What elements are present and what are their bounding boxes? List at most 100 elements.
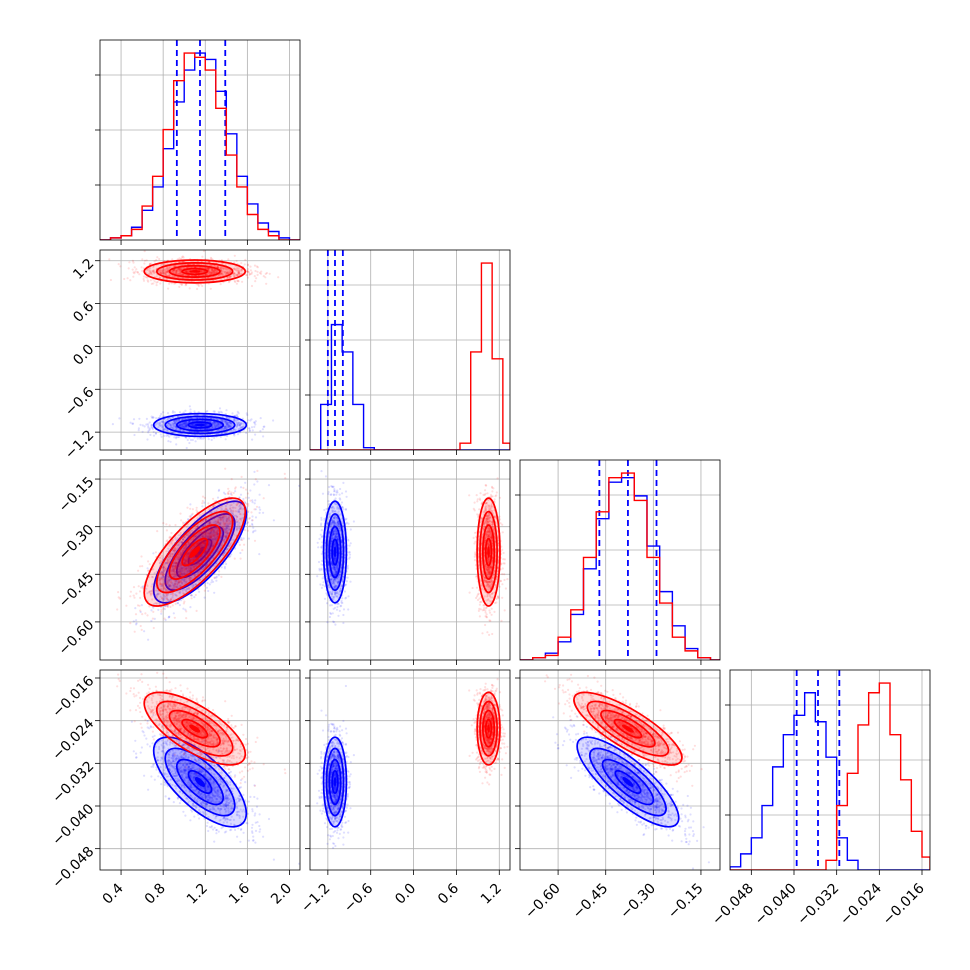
scatter-point <box>156 256 159 259</box>
scatter-point <box>236 423 239 427</box>
scatter-point <box>150 609 153 612</box>
scatter-point <box>236 410 239 413</box>
scatter-point <box>175 270 178 273</box>
scatter-point <box>173 436 176 439</box>
scatter-point <box>153 280 156 283</box>
scatter-point <box>210 427 213 430</box>
scatter-point <box>213 423 216 426</box>
scatter-point <box>182 423 185 426</box>
scatter-point <box>246 263 249 266</box>
scatter-point <box>140 555 143 558</box>
scatter-point <box>207 438 210 441</box>
scatter-point <box>211 269 214 272</box>
scatter-point <box>236 273 239 276</box>
scatter-point <box>213 421 216 424</box>
scatter-point <box>227 423 231 427</box>
scatter-point <box>152 610 155 614</box>
scatter-point <box>259 417 262 420</box>
scatter-point <box>205 267 208 270</box>
scatter-point <box>152 270 155 274</box>
scatter-point <box>158 422 161 425</box>
scatter-point <box>183 426 186 429</box>
scatter-point <box>147 426 150 429</box>
scatter-point <box>227 258 230 261</box>
scatter-point <box>226 271 229 274</box>
scatter-point <box>214 424 217 427</box>
scatter-point <box>232 418 235 421</box>
scatter-point <box>149 279 152 282</box>
scatter-point <box>190 594 193 597</box>
scatter-point <box>187 427 190 430</box>
scatter-point <box>209 256 212 259</box>
scatter-point <box>238 424 242 427</box>
scatter-point <box>162 522 165 525</box>
scatter-point <box>217 424 220 427</box>
scatter-point <box>178 257 181 260</box>
scatter-point <box>174 422 177 425</box>
scatter-point <box>229 275 232 278</box>
scatter-point <box>232 430 235 433</box>
scatter-point <box>235 267 238 270</box>
scatter-point <box>178 429 181 432</box>
scatter-point <box>221 271 224 274</box>
scatter-point <box>258 506 261 509</box>
scatter-point <box>213 417 216 420</box>
scatter-point <box>131 422 135 425</box>
scatter-point <box>237 412 240 415</box>
scatter-point <box>228 276 231 279</box>
scatter-point <box>228 424 231 427</box>
scatter-point <box>249 499 252 502</box>
scatter-point <box>212 417 216 420</box>
scatter-point <box>186 438 189 442</box>
scatter-point <box>240 422 243 425</box>
scatter-point <box>241 426 244 429</box>
scatter-point <box>179 423 183 426</box>
scatter-point <box>179 267 182 271</box>
scatter-point <box>178 264 181 267</box>
scatter-point <box>238 272 241 275</box>
scatter-point <box>246 276 250 279</box>
scatter-point <box>181 424 184 427</box>
scatter-point <box>196 287 199 291</box>
scatter-point <box>227 416 230 419</box>
scatter-point <box>220 428 223 432</box>
scatter-point <box>150 415 153 418</box>
scatter-point <box>148 270 151 273</box>
scatter-point <box>223 270 226 273</box>
scatter-point <box>178 271 182 275</box>
scatter-point <box>161 269 164 273</box>
scatter-point <box>175 269 179 272</box>
scatter-point <box>201 495 205 498</box>
scatter-point <box>185 270 188 273</box>
scatter-point <box>171 258 174 261</box>
scatter-point <box>233 434 236 437</box>
scatter-point <box>185 422 188 425</box>
scatter-point <box>184 421 187 424</box>
scatter-point <box>179 269 182 272</box>
scatter-point <box>235 415 239 418</box>
scatter-point <box>168 435 171 438</box>
scatter-point <box>256 273 259 276</box>
scatter-point <box>151 426 154 430</box>
scatter-point <box>260 270 263 273</box>
scatter-point <box>236 425 239 428</box>
scatter-point <box>216 266 219 269</box>
scatter-point <box>180 425 183 428</box>
scatter-point <box>209 271 212 275</box>
scatter-point <box>218 570 221 573</box>
scatter-point <box>164 269 167 272</box>
scatter-point <box>160 435 163 438</box>
scatter-point <box>180 424 183 427</box>
scatter-point <box>214 421 217 425</box>
scatter-point <box>162 268 165 271</box>
scatter-point <box>237 272 240 275</box>
scatter-point <box>138 417 141 420</box>
scatter-point <box>251 519 254 522</box>
scatter-point <box>210 257 213 260</box>
scatter-point <box>161 426 164 429</box>
scatter-point <box>238 543 241 547</box>
scatter-point <box>191 508 194 511</box>
scatter-point <box>227 421 230 424</box>
scatter-point <box>233 272 236 275</box>
scatter-point <box>212 271 215 274</box>
